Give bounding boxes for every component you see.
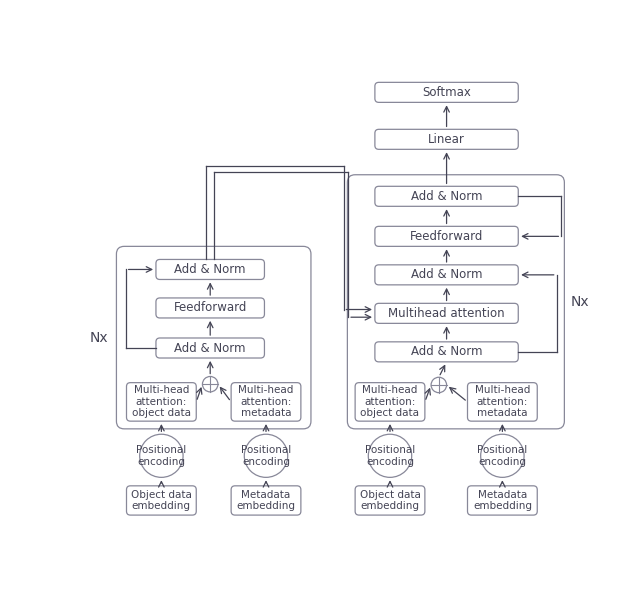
Text: Metadata
embedding: Metadata embedding [473,490,532,512]
Text: Linear: Linear [428,133,465,146]
FancyBboxPatch shape [355,486,425,515]
FancyBboxPatch shape [231,486,301,515]
Circle shape [481,434,524,477]
Text: Nx: Nx [90,330,109,345]
Text: Feedforward: Feedforward [410,230,483,243]
Text: Metadata
embedding: Metadata embedding [237,490,296,512]
FancyBboxPatch shape [156,298,264,318]
Text: Add & Norm: Add & Norm [411,268,483,281]
Circle shape [431,377,447,393]
Text: Nx: Nx [571,295,589,309]
Text: Object data
embedding: Object data embedding [131,490,192,512]
Text: Softmax: Softmax [422,86,471,99]
FancyBboxPatch shape [375,129,518,149]
Circle shape [244,434,288,477]
Text: Positional
encoding: Positional encoding [136,445,186,467]
FancyBboxPatch shape [127,383,196,421]
FancyBboxPatch shape [375,227,518,247]
FancyBboxPatch shape [355,383,425,421]
Text: Add & Norm: Add & Norm [411,345,483,358]
Text: Multi-head
attention:
object data: Multi-head attention: object data [132,385,191,418]
Circle shape [368,434,412,477]
FancyBboxPatch shape [231,383,301,421]
Text: Object data
embedding: Object data embedding [360,490,420,512]
Text: Multi-head
attention:
metadata: Multi-head attention: metadata [475,385,530,418]
FancyBboxPatch shape [156,338,264,358]
FancyBboxPatch shape [375,342,518,362]
Text: Feedforward: Feedforward [173,301,247,314]
Text: Multi-head
attention:
object data: Multi-head attention: object data [360,385,419,418]
Text: Positional
encoding: Positional encoding [365,445,415,467]
Circle shape [140,434,183,477]
FancyBboxPatch shape [156,260,264,280]
Text: Positional
encoding: Positional encoding [477,445,527,467]
FancyBboxPatch shape [127,486,196,515]
FancyBboxPatch shape [467,486,537,515]
Circle shape [202,376,218,392]
FancyBboxPatch shape [375,303,518,323]
Text: Multihead attention: Multihead attention [388,307,505,320]
Text: Positional
encoding: Positional encoding [241,445,291,467]
FancyBboxPatch shape [375,83,518,103]
FancyBboxPatch shape [375,265,518,285]
Text: Add & Norm: Add & Norm [175,263,246,276]
Text: Multi-head
attention:
metadata: Multi-head attention: metadata [238,385,294,418]
FancyBboxPatch shape [467,383,537,421]
FancyBboxPatch shape [375,186,518,206]
Text: Add & Norm: Add & Norm [175,342,246,355]
Text: Add & Norm: Add & Norm [411,190,483,203]
